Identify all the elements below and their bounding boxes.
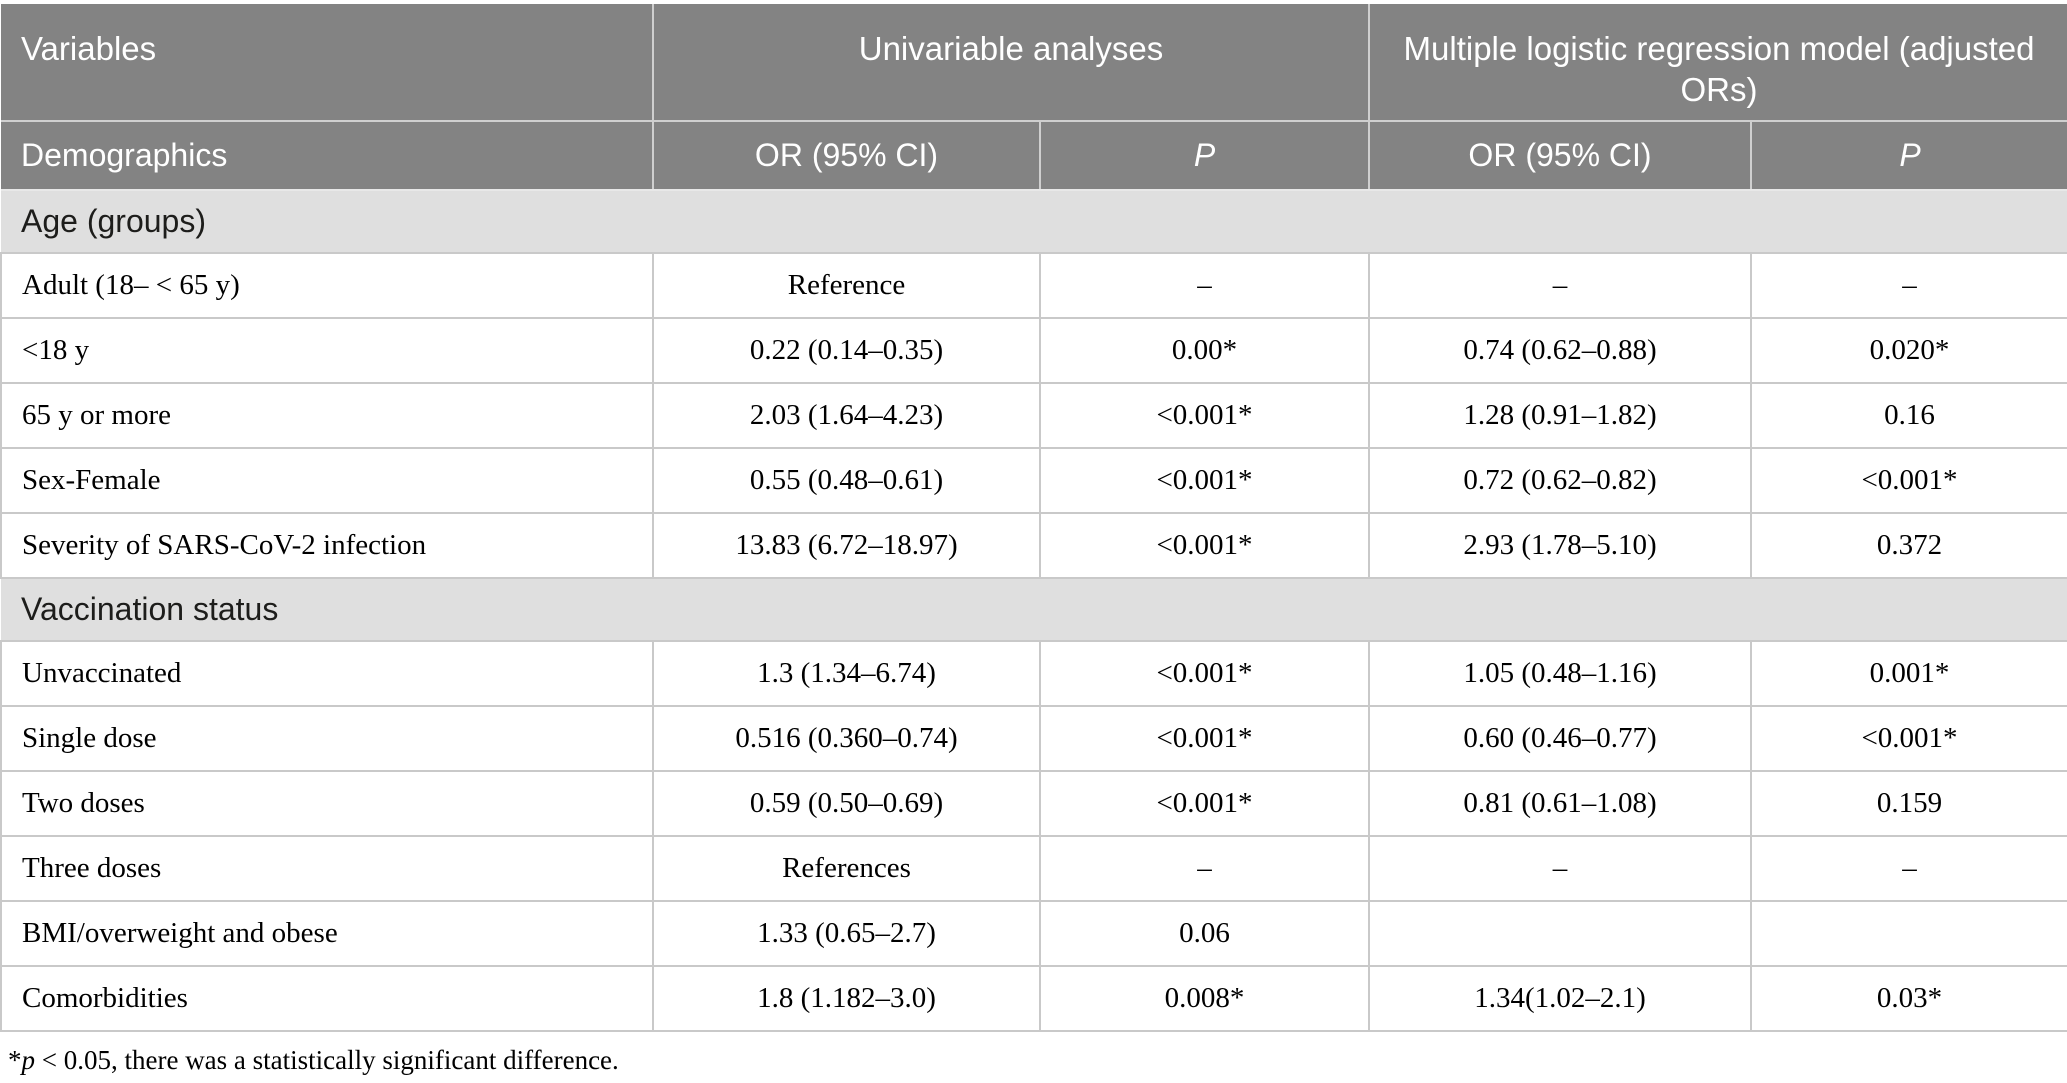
table-row: Single dose 0.516 (0.360–0.74) <0.001* 0.60… (0, 705, 2067, 772)
cell-value: 1.05 (0.48–1.16) (1368, 640, 1752, 707)
cell-value: <0.001* (1750, 705, 2067, 772)
footnote-text: < 0.05, there was a statistically signif… (35, 1045, 619, 1075)
cell-value: 2.03 (1.64–4.23) (652, 382, 1041, 449)
section-title: Age (groups) (1, 190, 2067, 254)
row-label: <18 y (0, 317, 654, 384)
cell-value: 13.83 (6.72–18.97) (652, 512, 1041, 579)
cell-value: – (1039, 252, 1370, 319)
table-row: Comorbidities 1.8 (1.182–3.0) 0.008* 1.34(1… (0, 965, 2067, 1032)
cell-value: – (1750, 252, 2067, 319)
table-row: Unvaccinated 1.3 (1.34–6.74) <0.001* 1.05 (… (0, 640, 2067, 707)
table-row: Two doses 0.59 (0.50–0.69) <0.001* 0.81 (0.… (0, 770, 2067, 837)
footnote-marker: * (8, 1045, 22, 1075)
row-label: Adult (18– < 65 y) (0, 252, 654, 319)
cell-value: 0.22 (0.14–0.35) (652, 317, 1041, 384)
table-body: Age (groups) Adult (18– < 65 y) Reference –… (0, 190, 2067, 1032)
cell-value: <0.001* (1750, 447, 2067, 514)
cell-value: – (1368, 252, 1752, 319)
row-label: 65 y or more (0, 382, 654, 449)
cell-value: 1.8 (1.182–3.0) (652, 965, 1041, 1032)
row-label: Two doses (0, 770, 654, 837)
cell-value: <0.001* (1039, 512, 1370, 579)
section-header-row: Age (groups) (1, 190, 2067, 254)
table-row: 65 y or more 2.03 (1.64–4.23) <0.001* 1.28 … (0, 382, 2067, 449)
cell-value: <0.001* (1039, 640, 1370, 707)
cell-value: 0.008* (1039, 965, 1370, 1032)
cell-value (1750, 900, 2067, 967)
cell-value: <0.001* (1039, 705, 1370, 772)
cell-value: 0.001* (1750, 640, 2067, 707)
cell-value: 0.06 (1039, 900, 1370, 967)
section-title: Vaccination status (1, 578, 2067, 642)
regression-table: Variables Univariable analyses Multiple … (0, 4, 2067, 1032)
cell-value: – (1750, 835, 2067, 902)
table-row: Adult (18– < 65 y) Reference – – – (0, 252, 2067, 319)
cell-value: 0.00* (1039, 317, 1370, 384)
cell-value: 0.159 (1750, 770, 2067, 837)
row-label: Comorbidities (0, 965, 654, 1032)
cell-value: 0.516 (0.360–0.74) (652, 705, 1041, 772)
table-row: Sex-Female 0.55 (0.48–0.61) <0.001* 0.72 (0… (0, 447, 2067, 514)
cell-value: 0.81 (0.61–1.08) (1368, 770, 1752, 837)
cell-value: 1.3 (1.34–6.74) (652, 640, 1041, 707)
header-univariable-analyses: Univariable analyses (652, 4, 1369, 122)
header-or-ci-adjusted: OR (95% CI) (1368, 121, 1751, 191)
header-row-groups: Variables Univariable analyses Multiple … (1, 4, 2067, 122)
row-label: BMI/overweight and obese (0, 900, 654, 967)
cell-value: 0.03* (1750, 965, 2067, 1032)
cell-value: <0.001* (1039, 770, 1370, 837)
cell-value: 1.28 (0.91–1.82) (1368, 382, 1752, 449)
table-row: Three doses References – – – (0, 835, 2067, 902)
header-variables: Variables (1, 4, 653, 122)
row-label: Sex-Female (0, 447, 654, 514)
cell-value: 0.60 (0.46–0.77) (1368, 705, 1752, 772)
cell-value: Reference (652, 252, 1041, 319)
header-or-ci-univariable: OR (95% CI) (652, 121, 1040, 191)
cell-value: <0.001* (1039, 382, 1370, 449)
cell-value: 0.16 (1750, 382, 2067, 449)
row-label: Unvaccinated (0, 640, 654, 707)
cell-value: – (1368, 835, 1752, 902)
row-label: Three doses (0, 835, 654, 902)
cell-value: 0.59 (0.50–0.69) (652, 770, 1041, 837)
cell-value: 0.020* (1750, 317, 2067, 384)
table-row: BMI/overweight and obese 1.33 (0.65–2.7) 0… (0, 900, 2067, 967)
table-row: Severity of SARS-CoV-2 infection 13.83 (6… (0, 512, 2067, 579)
cell-value: References (652, 835, 1041, 902)
header-demographics: Demographics (1, 121, 653, 191)
cell-value: 1.33 (0.65–2.7) (652, 900, 1041, 967)
cell-value: <0.001* (1039, 447, 1370, 514)
header-row-columns: Demographics OR (95% CI) P OR (95% CI) P (1, 121, 2067, 191)
row-label: Severity of SARS-CoV-2 infection (0, 512, 654, 579)
cell-value: 0.74 (0.62–0.88) (1368, 317, 1752, 384)
footnote-p-symbol: p (21, 1045, 36, 1075)
cell-value (1368, 900, 1752, 967)
table-header: Variables Univariable analyses Multiple … (1, 4, 2067, 191)
footnote: *p < 0.05, there was a statistically sig… (8, 1045, 2067, 1076)
cell-value: 0.372 (1750, 512, 2067, 579)
header-p-adjusted: P (1750, 121, 2067, 191)
row-label: Single dose (0, 705, 654, 772)
cell-value: 2.93 (1.78–5.10) (1368, 512, 1752, 579)
cell-value: 0.72 (0.62–0.82) (1368, 447, 1752, 514)
header-p-univariable: P (1039, 121, 1369, 191)
cell-value: 1.34(1.02–2.1) (1368, 965, 1752, 1032)
cell-value: 0.55 (0.48–0.61) (652, 447, 1041, 514)
header-multiple-regression: Multiple logistic regression model (adju… (1368, 4, 2067, 122)
section-header-row: Vaccination status (1, 578, 2067, 642)
table-row: <18 y 0.22 (0.14–0.35) 0.00* 0.74 (0.62–0.8… (0, 317, 2067, 384)
cell-value: – (1039, 835, 1370, 902)
